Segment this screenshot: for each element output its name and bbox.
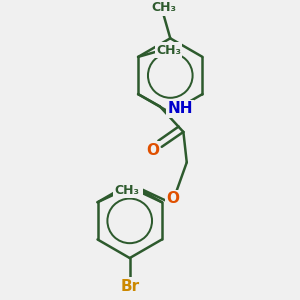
- Text: CH₃: CH₃: [156, 44, 181, 57]
- Text: O: O: [166, 191, 179, 206]
- Text: CH₃: CH₃: [114, 184, 139, 196]
- Text: Br: Br: [120, 279, 139, 294]
- Text: CH₃: CH₃: [117, 184, 142, 196]
- Text: NH: NH: [167, 101, 193, 116]
- Text: CH₃: CH₃: [151, 2, 176, 14]
- Text: O: O: [146, 143, 159, 158]
